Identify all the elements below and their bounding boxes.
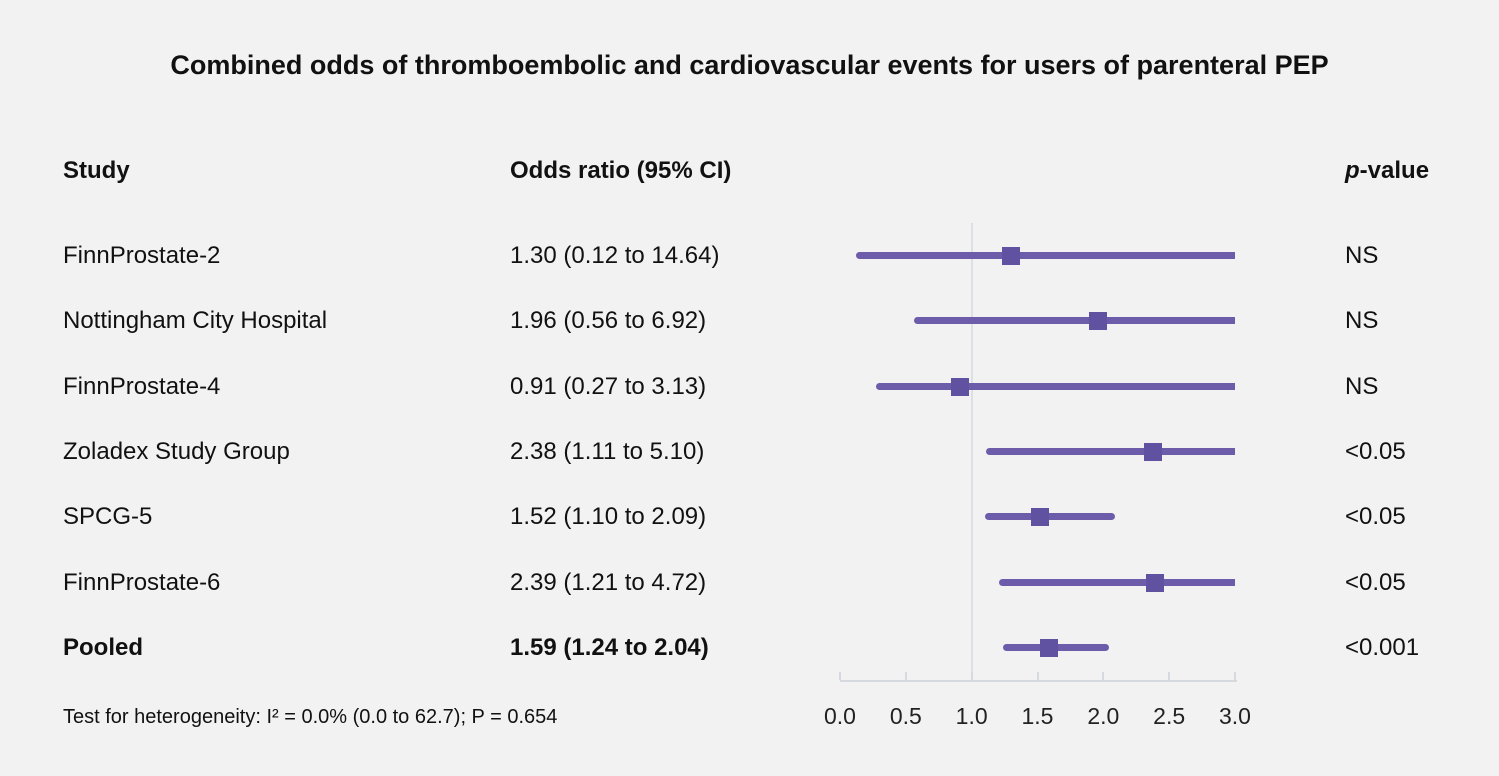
ci-line — [913, 317, 1235, 324]
x-axis-tick — [1234, 672, 1236, 680]
odds-ratio-value: 1.52 (1.10 to 2.09) — [510, 503, 707, 530]
point-marker — [1031, 508, 1050, 526]
column-header-odds-ratio: Odds ratio (95% CI) — [510, 157, 732, 184]
odds-ratio-value: 1.30 (0.12 to 14.64) — [510, 242, 720, 269]
x-axis-tick — [904, 672, 907, 680]
study-label: FinnProstate-2 — [63, 242, 221, 269]
p-value: <0.05 — [1345, 503, 1406, 530]
x-axis-tick-label: 1.0 — [955, 703, 988, 729]
chart-title: Combined odds of thromboembolic and card… — [170, 50, 1329, 80]
ci-line — [986, 448, 1235, 455]
odds-ratio-value: 1.59 (1.24 to 2.04) — [510, 634, 709, 661]
study-label: Nottingham City Hospital — [63, 307, 328, 334]
p-value: <0.05 — [1345, 438, 1406, 465]
column-header-p-value: p-value — [1345, 156, 1429, 186]
point-marker — [1145, 574, 1164, 592]
p-value-header-rest: -value — [1359, 157, 1430, 184]
point-marker — [1144, 443, 1163, 461]
ci-line — [984, 513, 1116, 520]
study-label: SPCG-5 — [63, 503, 153, 530]
odds-ratio-value: 2.39 (1.21 to 4.72) — [510, 569, 707, 596]
p-value: <0.001 — [1345, 634, 1420, 661]
x-axis-tick — [839, 672, 841, 680]
x-axis-tick-label: 0.5 — [889, 703, 922, 729]
x-axis-tick — [970, 672, 973, 680]
odds-ratio-value: 2.38 (1.11 to 5.10) — [510, 438, 705, 465]
x-axis-tick-label: 0.0 — [824, 703, 856, 729]
study-label: Pooled — [63, 634, 144, 661]
odds-ratio-value: 0.91 (0.27 to 3.13) — [510, 373, 707, 400]
x-axis-tick-label: 1.5 — [1021, 703, 1054, 729]
ci-line — [875, 383, 1235, 390]
study-label: FinnProstate-4 — [63, 373, 221, 400]
reference-line — [970, 223, 973, 680]
x-axis-tick — [1168, 672, 1171, 680]
study-label: Zoladex Study Group — [63, 438, 290, 465]
point-marker — [1089, 312, 1108, 330]
column-header-study: Study — [63, 157, 130, 184]
point-marker — [1040, 639, 1059, 657]
x-axis-tick-label: 2.5 — [1153, 703, 1186, 729]
p-value: NS — [1345, 307, 1379, 334]
point-marker — [1002, 247, 1021, 265]
p-value: NS — [1345, 242, 1379, 269]
x-axis-tick-label: 2.0 — [1087, 703, 1120, 729]
p-value: NS — [1345, 373, 1379, 400]
point-marker — [950, 378, 969, 396]
study-label: FinnProstate-6 — [63, 569, 221, 596]
p-value: <0.05 — [1345, 569, 1406, 596]
heterogeneity-note: Test for heterogeneity: I² = 0.0% (0.0 t… — [63, 706, 558, 728]
x-axis-tick-label: 3.0 — [1219, 703, 1251, 729]
ci-line — [999, 579, 1235, 586]
x-axis — [840, 680, 1237, 682]
odds-ratio-value: 1.96 (0.56 to 6.92) — [510, 307, 707, 334]
ci-line — [855, 252, 1235, 259]
x-axis-tick — [1102, 672, 1105, 680]
p-value-header-italic-p: p — [1345, 157, 1360, 184]
x-axis-tick — [1036, 672, 1039, 680]
